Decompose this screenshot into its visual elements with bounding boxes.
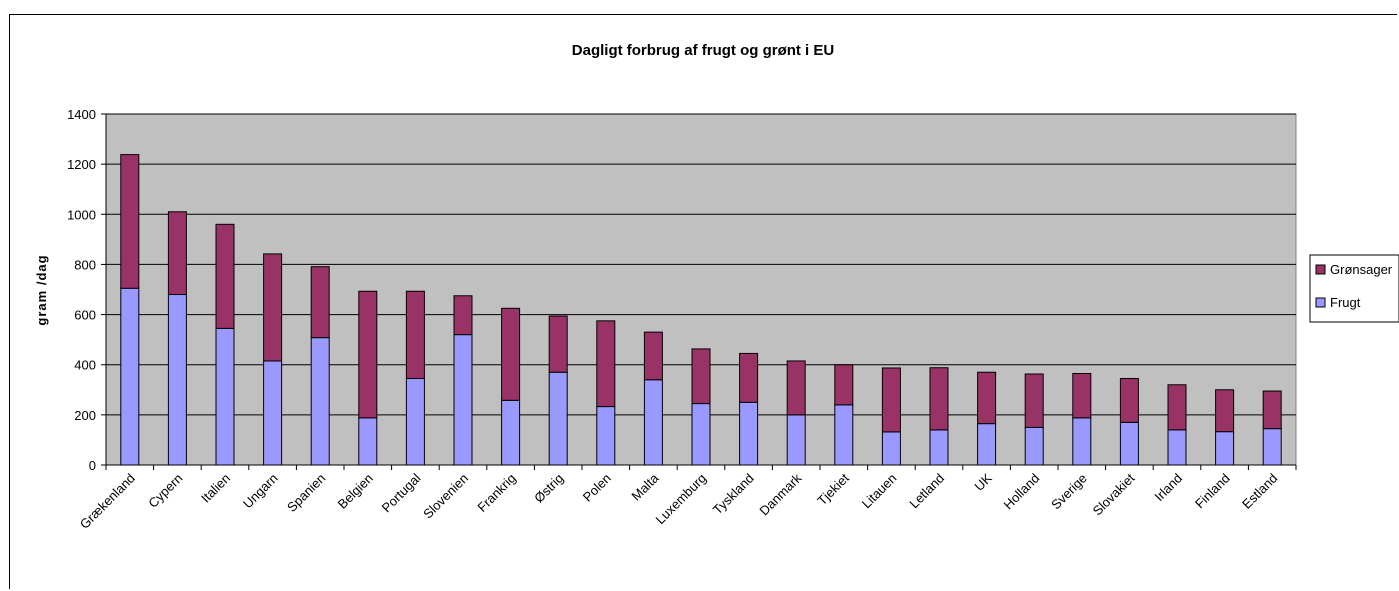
- x-tick-label: Slovenien: [420, 471, 471, 522]
- x-tick-label: UK: [971, 470, 995, 494]
- legend: Grønsager Frugt: [1309, 254, 1399, 323]
- bar-frugt: [548, 371, 568, 466]
- bar-gr-nsager: [1215, 389, 1235, 433]
- x-tick-label: Sverige: [1048, 471, 1090, 513]
- y-tick-label: 400: [74, 358, 96, 373]
- x-tick-label: Tjekiet: [814, 470, 852, 508]
- x-axis: Grækenland Cypern Italien Ungarn Spanien Belg…: [77, 464, 1297, 532]
- bar-gr-nsager: [977, 371, 997, 425]
- bar-frugt: [739, 401, 759, 466]
- bar-frugt: [691, 403, 711, 466]
- bar-frugt: [1262, 428, 1282, 466]
- bar-gr-nsager: [881, 367, 901, 433]
- y-tick-label: 800: [74, 257, 96, 272]
- x-tick-label: Estland: [1239, 471, 1280, 512]
- bar-gr-nsager: [453, 295, 473, 336]
- bar-gr-nsager: [310, 266, 330, 339]
- bar-frugt: [167, 294, 187, 466]
- bar-gr-nsager: [167, 211, 187, 296]
- bar-gr-nsager: [1024, 373, 1044, 428]
- bar-frugt: [786, 414, 806, 466]
- x-tick-label: Polen: [580, 471, 614, 505]
- x-tick-label: Portugal: [379, 470, 424, 515]
- x-tick-label: Spanien: [284, 471, 328, 515]
- x-tick-label: Belgien: [335, 471, 376, 512]
- x-tick-label: Danmark: [756, 470, 804, 518]
- y-tick-label: 1400: [67, 107, 96, 122]
- x-tick-label: Luxemburg: [653, 471, 710, 528]
- x-tick-label: Litauen: [859, 471, 900, 512]
- bar-gr-nsager: [739, 352, 759, 403]
- y-axis-label: gram /dag: [34, 254, 49, 325]
- bar-gr-nsager: [405, 290, 425, 380]
- y-tick-label: 1000: [67, 207, 96, 222]
- bar-frugt: [358, 417, 378, 466]
- bar-frugt: [310, 337, 330, 466]
- bar-frugt: [1215, 431, 1235, 466]
- x-tick-label: Cypern: [145, 471, 185, 511]
- bar-gr-nsager: [596, 320, 616, 408]
- bar-gr-nsager: [548, 315, 568, 373]
- bar-gr-nsager: [215, 223, 235, 329]
- bar-frugt: [1024, 426, 1044, 466]
- x-tick-label: Italien: [198, 471, 233, 506]
- bar-frugt: [405, 378, 425, 466]
- bar-frugt: [263, 360, 283, 466]
- legend-entry: Grønsager: [1330, 262, 1393, 277]
- x-tick-label: Tyskland: [710, 471, 757, 518]
- bar-frugt: [596, 406, 616, 466]
- bar-frugt: [120, 287, 140, 466]
- legend-swatch: [1315, 264, 1326, 275]
- x-tick-label: Irland: [1152, 471, 1186, 505]
- bar-frugt: [215, 327, 235, 466]
- x-tick-label: Frankrig: [474, 471, 518, 515]
- chart-title: Dagligt forbrug af frugt og grønt i EU: [572, 42, 834, 59]
- bar-frugt: [1167, 429, 1187, 466]
- bar-gr-nsager: [1072, 372, 1092, 419]
- bar-frugt: [929, 429, 949, 466]
- bar-gr-nsager: [1262, 390, 1282, 430]
- bar-gr-nsager: [929, 367, 949, 431]
- x-tick-label: Grækenland: [77, 471, 138, 532]
- bar-frugt: [881, 431, 901, 466]
- x-tick-label: Letland: [906, 471, 947, 512]
- bar-gr-nsager: [691, 348, 711, 405]
- y-axis: 0 200 400 600 800 1000 1200 1400: [67, 107, 107, 473]
- bar-frugt: [1072, 417, 1092, 466]
- bar-gr-nsager: [1119, 378, 1139, 423]
- legend-swatch: [1315, 297, 1326, 308]
- bar-gr-nsager: [1167, 384, 1187, 431]
- bar-gr-nsager: [501, 307, 521, 401]
- x-tick-label: Finland: [1192, 471, 1233, 512]
- x-tick-label: Ungarn: [240, 471, 281, 512]
- legend-entry: Frugt: [1330, 295, 1361, 310]
- bar-frugt: [834, 404, 854, 466]
- bar-gr-nsager: [786, 360, 806, 416]
- bar-frugt: [643, 379, 663, 466]
- y-tick-label: 600: [74, 308, 96, 323]
- bar-frugt: [453, 334, 473, 466]
- bar-gr-nsager: [643, 331, 663, 381]
- bar-frugt: [1119, 421, 1139, 466]
- bar-gr-nsager: [263, 253, 283, 362]
- bar-gr-nsager: [120, 154, 140, 289]
- y-tick-label: 1200: [67, 157, 96, 172]
- bar-frugt: [501, 399, 521, 466]
- x-tick-label: Østrig: [531, 471, 566, 506]
- bar-gr-nsager: [834, 364, 854, 406]
- x-tick-label: Slovakiet: [1090, 470, 1138, 518]
- bar-frugt: [977, 423, 997, 466]
- bar-gr-nsager: [358, 290, 378, 419]
- y-tick-label: 0: [89, 458, 96, 473]
- x-tick-label: Holland: [1001, 471, 1043, 513]
- y-tick-label: 200: [74, 408, 96, 423]
- x-tick-label: Malta: [628, 470, 662, 504]
